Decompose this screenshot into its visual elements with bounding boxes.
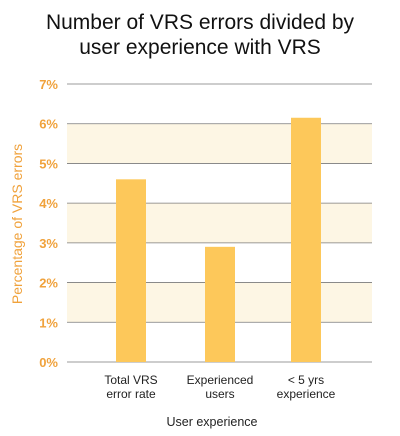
bar [205, 246, 235, 362]
y-tick-label: 6% [39, 117, 58, 132]
category-label: experience [277, 387, 336, 401]
chart-title-line-2: user experience with VRS [79, 36, 321, 59]
y-tick-label: 2% [39, 276, 58, 291]
y-tick-label: 3% [39, 236, 58, 251]
category-label: users [205, 387, 234, 401]
chart-title-line-1: Number of VRS errors divided by [45, 11, 355, 34]
y-tick-label: 7% [39, 77, 58, 92]
y-axis-title: Percentage of VRS errors [9, 144, 25, 304]
category-label: Experienced [187, 373, 254, 387]
category-label: error rate [106, 387, 156, 401]
y-tick-label: 4% [39, 196, 58, 211]
bar [291, 117, 321, 362]
category-label: Total VRS [104, 373, 157, 387]
y-tick-label: 5% [39, 156, 58, 171]
plot-band [67, 203, 372, 243]
plot-band [67, 123, 372, 164]
bar [116, 179, 146, 362]
y-tick-labels: 0% 1% 2% 3% 4% 5% 6% 7% [39, 77, 58, 370]
y-tick-label: 1% [39, 315, 58, 330]
category-label: < 5 yrs [288, 373, 324, 387]
chart-title: Number of VRS errors divided by user exp… [0, 10, 400, 60]
y-tick-label: 0% [39, 355, 58, 370]
x-axis-title: User experience [166, 415, 257, 429]
bars [116, 117, 321, 362]
